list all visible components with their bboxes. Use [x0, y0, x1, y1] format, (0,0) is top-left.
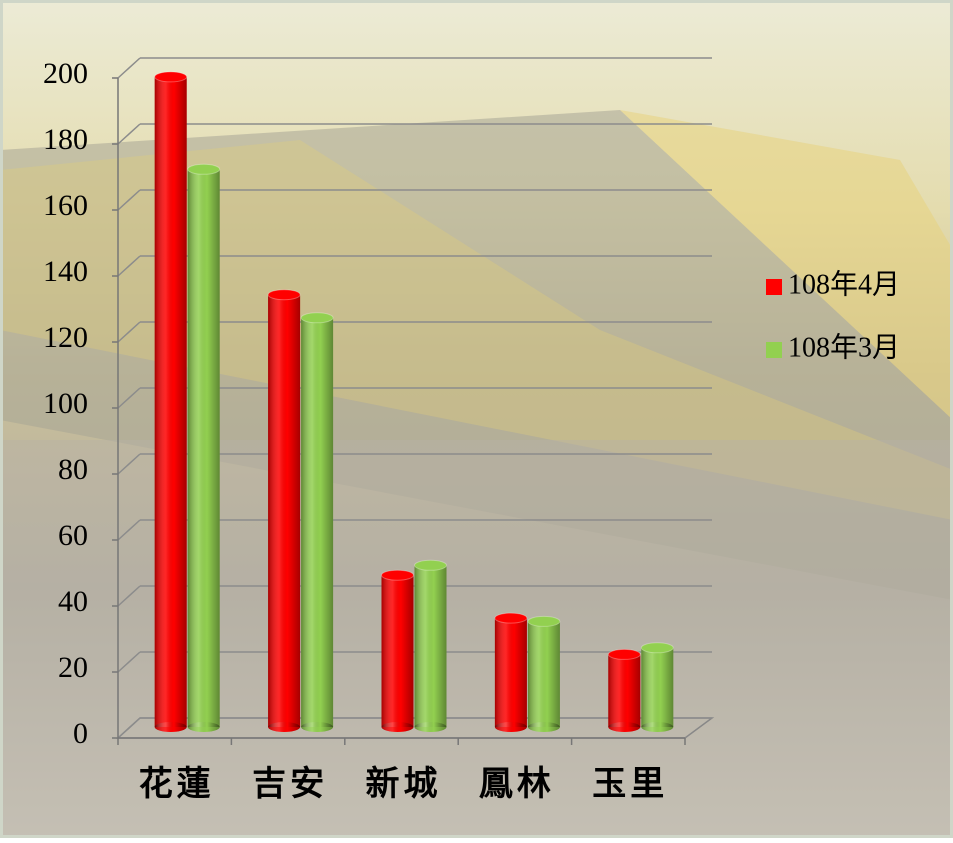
bar-top	[267, 289, 301, 301]
bar-top	[187, 163, 221, 175]
y-tick-label: 80	[58, 453, 88, 486]
bar-top	[494, 612, 528, 624]
y-tick-label: 60	[58, 519, 88, 552]
grid-line-side	[117, 57, 141, 79]
bar-top	[154, 71, 188, 83]
grid-line-side	[117, 717, 141, 739]
y-tick-label: 20	[58, 651, 88, 684]
y-tick-label: 100	[43, 387, 88, 420]
grid-line-side	[117, 123, 141, 145]
grid-line-side	[117, 387, 141, 409]
legend-swatch	[766, 279, 782, 295]
y-tick-label: 0	[73, 717, 88, 750]
x-tick-label: 吉安	[252, 765, 328, 803]
x-tick-label: 新城	[366, 765, 442, 803]
legend-label: 108年4月	[788, 268, 900, 300]
y-tick-label: 120	[43, 321, 88, 354]
y-tick-label: 160	[43, 189, 88, 222]
bar-top	[300, 312, 334, 324]
plot: 0 20 40 60 80 100 120 140 160 180 200 花蓮 吉安 新城 鳳林 玉里 108…	[43, 57, 900, 803]
x-tick-label: 鳳林	[479, 765, 555, 803]
grid-line-side	[117, 189, 141, 211]
legend-swatch	[766, 342, 782, 358]
legend-label: 108年3月	[788, 331, 900, 363]
grid-line-side	[117, 321, 141, 343]
y-tick-label: 40	[58, 585, 88, 618]
grid-line-side	[117, 255, 141, 277]
bar-top	[381, 569, 414, 581]
bar-top	[640, 642, 674, 654]
grid-line-side	[117, 453, 141, 475]
bar-top	[527, 615, 561, 627]
x-tick-label: 玉里	[592, 766, 668, 803]
y-tick-label: 180	[43, 123, 88, 156]
bar-top	[414, 559, 447, 571]
grid-line-side	[117, 651, 141, 673]
x-tick-label: 花蓮	[139, 765, 215, 803]
y-tick-label: 140	[43, 255, 88, 288]
grid-line-side	[117, 585, 141, 607]
bar-top	[607, 648, 641, 660]
grid-line-side	[117, 519, 141, 541]
y-tick-label: 200	[43, 57, 88, 90]
